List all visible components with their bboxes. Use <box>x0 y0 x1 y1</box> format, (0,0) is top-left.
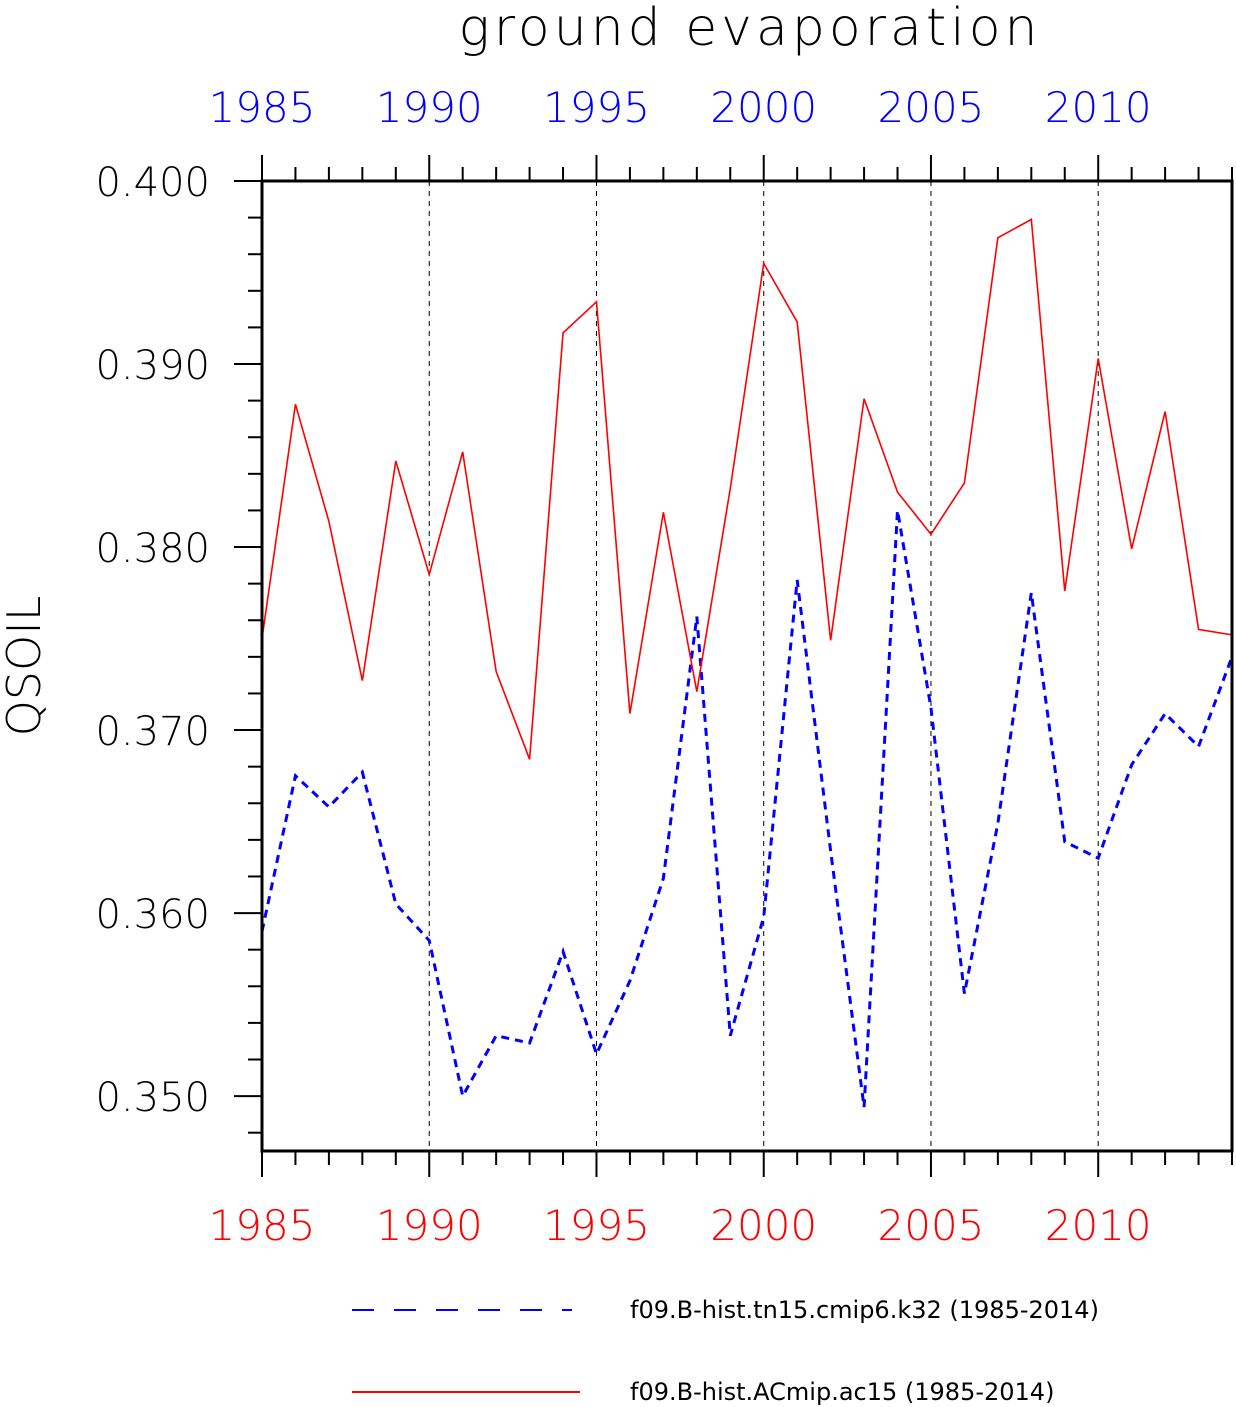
y-axis-label: QSOIL <box>0 596 51 737</box>
series-line-1 <box>260 510 1234 1108</box>
x-tick-label-bottom: 2005 <box>878 1201 985 1250</box>
y-tick-label: 0.370 <box>95 709 210 755</box>
y-tick-label: 0.380 <box>95 526 210 572</box>
legend-label-series-2: f09.B-hist.ACmip.ac15 (1985-2014) <box>630 1378 1054 1406</box>
x-tick-label-top: 1985 <box>209 83 316 132</box>
x-tick-label-top: 2010 <box>1045 83 1152 132</box>
legend-label-series-1: f09.B-hist.tn15.cmip6.k32 (1985-2014) <box>630 1296 1099 1324</box>
y-tick-label: 0.390 <box>95 343 210 389</box>
chart-title: ground evaporation <box>458 0 1041 58</box>
legend: f09.B-hist.tn15.cmip6.k32 (1985-2014) f0… <box>352 1296 1099 1406</box>
x-tick-label-bottom: 1995 <box>543 1201 650 1250</box>
x-tick-labels-top: 1985 1990 1995 2000 2005 2010 <box>209 83 1152 132</box>
vertical-grid-lines <box>428 181 1099 1151</box>
y-tick-label: 0.400 <box>95 160 210 206</box>
y-tick-labels: 0.400 0.390 0.380 0.370 0.360 0.350 <box>95 160 210 1121</box>
series-lines <box>260 218 1234 1108</box>
x-tick-label-bottom: 2000 <box>710 1201 817 1250</box>
plot-frame <box>260 179 1234 1153</box>
x-tick-labels-bottom: 1985 1990 1995 2000 2005 2010 <box>209 1201 1152 1250</box>
major-tick-marks <box>234 155 1100 1177</box>
x-tick-label-top: 2005 <box>878 83 985 132</box>
x-tick-label-top: 1995 <box>543 83 650 132</box>
y-tick-label: 0.360 <box>95 892 210 938</box>
x-tick-label-bottom: 2010 <box>1045 1201 1152 1250</box>
x-tick-label-bottom: 1990 <box>376 1201 483 1250</box>
x-tick-label-top: 2000 <box>710 83 817 132</box>
y-tick-label: 0.350 <box>95 1075 210 1121</box>
x-tick-label-top: 1990 <box>376 83 483 132</box>
minor-tick-marks <box>248 167 1233 1165</box>
x-tick-label-bottom: 1985 <box>209 1201 316 1250</box>
series-line-2 <box>261 218 1233 760</box>
